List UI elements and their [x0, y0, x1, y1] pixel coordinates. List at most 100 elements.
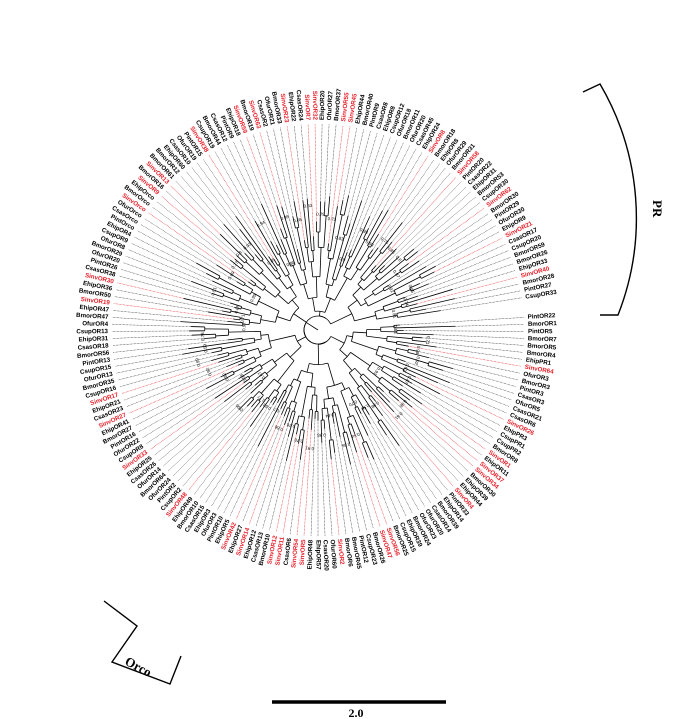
tree-branch — [211, 350, 223, 354]
leaf-branch — [367, 457, 394, 522]
tree-branch — [401, 303, 418, 309]
tree-branch — [409, 283, 420, 289]
leaf-branch — [417, 351, 520, 374]
leaf-label: EhipOR22 — [287, 92, 297, 123]
tree-branch — [296, 415, 300, 424]
bootstrap-label: 0.87 — [403, 375, 412, 385]
tree-branch — [233, 360, 257, 373]
tree-branch — [239, 318, 250, 321]
bootstrap-label: 0.6 — [395, 255, 403, 263]
tree-branch — [254, 220, 281, 265]
leaf-branch — [211, 404, 274, 507]
tree-branch — [391, 378, 403, 387]
leaf-branch — [422, 337, 524, 346]
tree-branch — [330, 336, 345, 344]
leaf-branch — [349, 132, 378, 224]
leaf-branch — [115, 289, 223, 312]
tree-branch — [306, 363, 310, 373]
leaf-branch — [252, 134, 278, 206]
tree-branch — [211, 355, 230, 361]
tree-branch — [348, 367, 356, 374]
tree-branch — [332, 439, 336, 453]
bootstrap-label: 0.8 — [235, 249, 243, 257]
tree-branch — [345, 266, 350, 270]
tree-branch — [253, 283, 257, 287]
leaf-branch — [329, 124, 337, 197]
tree-branch — [244, 252, 252, 261]
bootstrap-label: 0.96 — [234, 403, 244, 413]
tree-branch — [396, 340, 437, 348]
tree-branch — [221, 310, 231, 313]
leaf-branch — [217, 402, 278, 510]
leaf-branch — [282, 443, 299, 534]
tree-branch — [293, 381, 302, 402]
tree-branch — [367, 245, 371, 248]
tree-branch — [368, 396, 383, 416]
tree-branch — [382, 306, 385, 312]
tree-branch — [354, 407, 369, 436]
tree-branch — [204, 337, 216, 339]
leaf-branch — [440, 297, 522, 311]
tree-branch — [293, 378, 301, 383]
tree-branch — [321, 408, 324, 421]
leaf-branch — [324, 428, 333, 536]
tree-branch — [288, 384, 293, 387]
tree-branch — [378, 270, 382, 274]
leaf-branch — [384, 186, 467, 266]
bootstrap-label: 0.92 — [205, 367, 213, 377]
tree-branch — [196, 262, 221, 277]
leaf-branch — [208, 155, 275, 261]
tree-branch — [292, 410, 296, 413]
leaf-label: CsasOR18 — [77, 342, 109, 351]
tree-branch — [260, 358, 273, 367]
tree-branch — [381, 376, 401, 391]
leaf-branch — [223, 446, 259, 514]
tree-branch — [301, 369, 313, 374]
tree-branch — [384, 305, 402, 312]
tree-branch — [397, 358, 406, 362]
tree-branch — [343, 268, 348, 277]
bootstrap-label: 0.71 — [240, 314, 246, 324]
tree-branch — [365, 441, 375, 460]
leaf-label: SinvOR23 — [279, 93, 290, 124]
tree-branch — [298, 429, 302, 444]
tree-branch — [246, 347, 259, 353]
tree-branch — [352, 286, 362, 296]
tree-branch — [364, 293, 374, 300]
leaf-branch — [435, 231, 500, 267]
tree-branch — [326, 387, 329, 399]
tree-branch — [302, 200, 309, 248]
tree-branch — [268, 334, 272, 348]
tree-branch — [396, 347, 409, 352]
bootstrap-label: 0.54 — [350, 432, 360, 440]
tree-branch — [369, 233, 379, 248]
tree-branch — [375, 271, 381, 277]
tree-branch — [274, 352, 287, 363]
tree-branch — [396, 310, 411, 314]
leaf-branch — [436, 346, 522, 360]
tree-branch — [307, 385, 316, 388]
bootstrap-label: 0.59 — [360, 403, 370, 412]
tree-branch — [363, 228, 369, 239]
tree-branch — [284, 408, 291, 425]
tree-branch — [341, 252, 348, 267]
tree-branch — [251, 364, 261, 370]
tree-branch — [283, 401, 287, 404]
tree-branch — [375, 353, 383, 358]
leaf-label: EhipPR1 — [525, 357, 552, 368]
leaf-branch — [403, 330, 524, 332]
tree-branch — [238, 396, 252, 411]
tree-branch — [284, 386, 293, 403]
leaf-branch — [346, 137, 391, 253]
tree-branch — [280, 401, 285, 409]
leaf-branch — [112, 310, 228, 322]
leaf-branch — [117, 282, 184, 299]
bootstrap-label: 0.63 — [402, 363, 410, 373]
tree-branch — [252, 391, 260, 399]
tree-branch — [293, 313, 307, 323]
tree-branch — [363, 271, 373, 281]
tree-branch — [399, 263, 409, 271]
leaf-branch — [413, 196, 476, 250]
tree-branch — [378, 258, 406, 281]
